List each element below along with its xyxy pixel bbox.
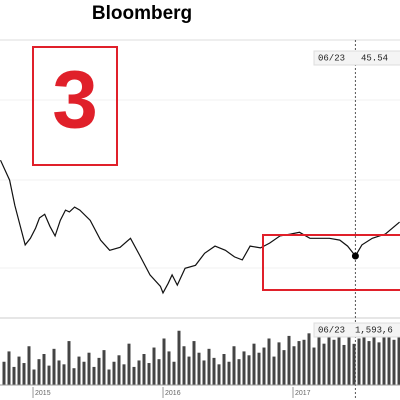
volume-bar: [302, 339, 306, 385]
volume-bar: [67, 341, 71, 385]
volume-bar: [382, 328, 386, 385]
volume-bar: [217, 364, 221, 385]
x-tick-label: 2015: [35, 390, 51, 397]
highlight-box: [262, 234, 400, 291]
tooltip-value: 45.54: [361, 53, 388, 63]
volume-bar: [257, 352, 261, 385]
tooltip-date: 06/23: [318, 325, 345, 335]
volume-bar: [332, 339, 336, 385]
volume-bar: [172, 361, 176, 385]
volume-bar: [112, 361, 116, 385]
volume-bar: [252, 343, 256, 385]
volume-bar: [147, 363, 151, 385]
volume-bar: [227, 361, 231, 385]
volume-bar: [42, 354, 46, 385]
volume-bar: [187, 356, 191, 385]
tooltip-box: [313, 322, 400, 338]
volume-bar: [2, 361, 6, 385]
volume-bar: [72, 368, 76, 385]
volume-bar: [297, 341, 301, 385]
volume-bar: [37, 359, 41, 385]
volume-bar: [312, 347, 316, 385]
volume-bar: [32, 369, 36, 385]
volume-bar: [17, 356, 21, 385]
volume-bar: [62, 364, 66, 385]
volume-bar: [152, 347, 156, 385]
volume-bar: [117, 355, 121, 385]
volume-bar: [182, 346, 186, 385]
volume-bar: [307, 333, 311, 385]
volume-bar: [162, 338, 166, 385]
volume-bar: [197, 352, 201, 385]
volume-bar: [7, 351, 11, 385]
volume-bar: [157, 359, 161, 385]
volume-bar: [192, 341, 196, 385]
volume-bar: [77, 356, 81, 385]
tooltip-box: [313, 50, 400, 66]
volume-bar: [247, 355, 251, 385]
volume-bar: [272, 356, 276, 385]
volume-bar: [27, 346, 31, 385]
volume-bar: [107, 369, 111, 385]
volume-bar: [387, 337, 391, 385]
volume-bar: [377, 342, 381, 385]
volume-bar: [372, 334, 376, 385]
volume-bar: [47, 365, 51, 385]
volume-bar: [142, 354, 146, 385]
volume-bar: [397, 333, 400, 385]
volume-bar: [347, 333, 351, 385]
volume-bar: [102, 350, 106, 385]
volume-bar: [22, 363, 26, 385]
brand: Bloomberg: [92, 3, 192, 24]
volume-bar: [82, 361, 86, 385]
volume-bar: [57, 360, 61, 385]
volume-bar: [342, 344, 346, 385]
volume-bar: [97, 357, 101, 385]
volume-bar: [12, 366, 16, 385]
volume-bar: [132, 366, 136, 385]
volume-bar: [232, 346, 236, 385]
volume-bar: [292, 346, 296, 385]
volume-bar: [367, 341, 371, 385]
volume-bar: [177, 330, 181, 385]
volume-bar: [362, 329, 366, 385]
hover-point: [351, 252, 359, 260]
volume-bar: [137, 360, 141, 385]
volume-bar: [92, 366, 96, 385]
volume-bar: [127, 343, 131, 385]
price-line: [0, 159, 400, 295]
volume-bar: [262, 347, 266, 385]
volume-bar: [352, 343, 356, 385]
volume-bar: [287, 335, 291, 385]
volume-bar: [337, 335, 341, 385]
x-tick-label: 2016: [165, 390, 181, 397]
volume-bar: [122, 364, 126, 385]
volume-bar: [52, 348, 56, 385]
annotation-number: 3: [52, 55, 98, 146]
volume-bar: [392, 339, 396, 385]
volume-bar: [317, 337, 321, 385]
volume-bar: [282, 350, 286, 385]
volume-bar: [277, 342, 281, 385]
volume-bar: [322, 343, 326, 385]
volume-bar: [207, 348, 211, 385]
volume-bar: [167, 351, 171, 385]
volume-bar: [357, 338, 361, 385]
volume-bar: [327, 332, 331, 385]
volume-bar: [267, 338, 271, 385]
volume-bar: [237, 359, 241, 385]
volume-bar: [212, 357, 216, 385]
volume-bar: [222, 354, 226, 385]
volume-bar: [202, 360, 206, 385]
tooltip-date: 06/23: [318, 53, 345, 63]
volume-bar: [87, 352, 91, 385]
annotation-box: [32, 46, 118, 166]
x-tick-label: 2017: [295, 390, 311, 397]
volume-bar: [242, 351, 246, 385]
tooltip-value: 1,593,6: [355, 325, 393, 335]
